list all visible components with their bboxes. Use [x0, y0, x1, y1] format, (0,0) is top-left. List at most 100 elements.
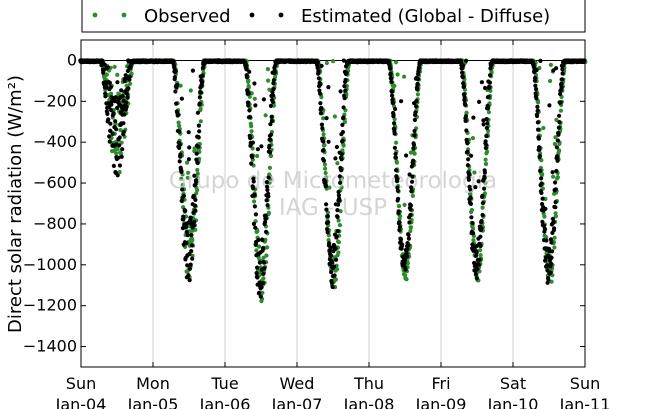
data-point: [461, 81, 466, 86]
data-point: [171, 59, 176, 64]
x-tick-label-date: Jan-04: [55, 395, 107, 409]
y-tick-label: −600: [33, 173, 77, 192]
data-point: [415, 81, 420, 86]
data-point: [475, 267, 480, 272]
data-point: [396, 209, 401, 214]
data-point: [539, 190, 544, 195]
data-point: [329, 280, 334, 285]
data-point: [482, 174, 487, 179]
data-point: [417, 65, 422, 70]
data-point: [476, 179, 481, 184]
data-point: [468, 187, 473, 192]
data-point: [177, 159, 182, 164]
data-point: [480, 212, 485, 218]
data-point: [114, 127, 119, 132]
data-point: [264, 253, 269, 258]
data-point: [408, 207, 413, 212]
data-point: [250, 155, 255, 160]
data-point: [108, 128, 113, 133]
data-point: [321, 147, 326, 153]
data-point: [544, 238, 549, 243]
data-point: [194, 179, 199, 184]
data-point: [188, 88, 193, 93]
data-point: [548, 78, 553, 84]
data-point: [411, 146, 416, 151]
data-point: [197, 101, 202, 106]
data-point: [120, 107, 125, 112]
data-point: [394, 168, 399, 173]
data-point: [402, 74, 407, 79]
data-point: [260, 281, 265, 286]
data-point: [261, 245, 266, 251]
data-point: [464, 110, 469, 115]
data-point: [481, 118, 486, 123]
data-point: [535, 120, 541, 125]
data-point: [316, 69, 321, 74]
data-point: [340, 122, 345, 127]
watermark-line-2: IAG - USP: [279, 195, 387, 221]
data-point: [324, 60, 329, 66]
data-point: [335, 161, 340, 166]
data-point: [105, 111, 110, 116]
data-point: [321, 132, 326, 137]
data-point: [396, 196, 401, 201]
data-point: [397, 224, 402, 230]
data-point: [553, 180, 558, 185]
data-point: [534, 68, 539, 73]
legend-marker-estimated: [249, 12, 255, 18]
y-tick-label: −400: [33, 132, 77, 151]
data-point: [409, 188, 414, 193]
data-point: [124, 104, 129, 109]
data-point: [463, 118, 468, 123]
data-point: [540, 196, 545, 201]
data-point: [391, 112, 396, 117]
data-point: [559, 81, 564, 86]
data-point: [465, 141, 470, 146]
data-point: [326, 139, 331, 144]
data-point: [187, 145, 192, 150]
data-point: [328, 253, 333, 258]
data-point: [538, 168, 543, 173]
data-point: [127, 74, 132, 79]
data-point: [343, 77, 348, 83]
data-point: [336, 193, 341, 198]
data-point: [403, 273, 408, 278]
data-point: [322, 162, 327, 167]
data-point: [554, 145, 560, 150]
data-point: [392, 131, 397, 136]
data-point: [321, 158, 326, 163]
data-point: [557, 148, 562, 153]
data-point: [269, 114, 274, 119]
x-tick-label-day: Thu: [353, 374, 384, 393]
data-point: [474, 253, 479, 258]
data-point: [393, 155, 398, 160]
data-point: [106, 105, 111, 110]
data-point: [542, 214, 547, 219]
data-point: [188, 262, 193, 267]
data-point: [246, 91, 251, 96]
x-tick-label-date: Jan-10: [487, 395, 539, 409]
data-point: [555, 175, 561, 180]
data-point: [331, 59, 336, 64]
data-point: [190, 237, 195, 243]
data-point: [323, 170, 328, 176]
data-point: [462, 84, 467, 89]
data-point: [487, 85, 492, 90]
data-point: [478, 243, 483, 249]
data-point: [267, 143, 272, 148]
y-tick-label: −1000: [23, 255, 77, 274]
data-point: [460, 75, 465, 80]
data-point: [129, 71, 134, 76]
data-point: [250, 140, 255, 145]
data-point: [179, 96, 184, 101]
data-point: [195, 160, 200, 166]
data-point: [474, 276, 479, 281]
data-points-overlay: [78, 58, 587, 299]
data-point: [320, 126, 325, 131]
data-point: [107, 80, 112, 85]
data-point: [326, 220, 331, 225]
data-point: [249, 161, 254, 166]
data-point: [271, 78, 276, 83]
data-point: [408, 203, 413, 208]
data-point: [484, 161, 489, 167]
